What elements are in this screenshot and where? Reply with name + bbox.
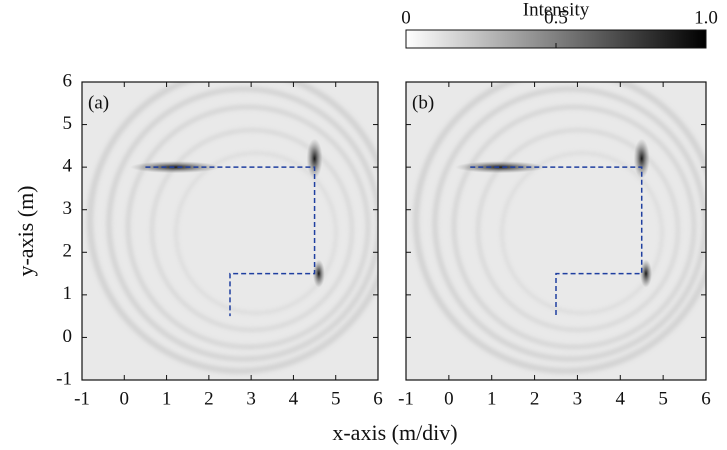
heatmap-texture [306, 138, 323, 179]
x-tick-label: -1 [74, 388, 90, 409]
heatmap-texture [640, 259, 652, 288]
colorbar-tick-label: 0.5 [544, 7, 568, 28]
heatmap-texture [476, 128, 680, 332]
x-tick-label: 4 [289, 388, 299, 409]
panel-label: (a) [88, 92, 109, 113]
y-tick-label: 3 [63, 198, 73, 219]
x-tick-label: 3 [246, 388, 256, 409]
x-tick-label: 4 [616, 388, 626, 409]
y-tick-label: -1 [56, 368, 72, 389]
x-tick-label: 2 [204, 388, 214, 409]
x-tick-label: 3 [573, 388, 583, 409]
colorbar-title: Intensity [523, 0, 590, 20]
x-tick-label: 6 [701, 388, 711, 409]
x-tick-label: 6 [373, 388, 383, 409]
colorbar-tick-label: 0 [401, 7, 411, 28]
colorbar-tick-label: 1.0 [694, 7, 718, 28]
panel-label: (b) [412, 92, 434, 113]
y-tick-label: 0 [63, 326, 73, 347]
heatmap-texture [106, 86, 378, 362]
outline [145, 166, 316, 317]
y-tick-label: 5 [63, 113, 73, 134]
heatmap-texture [633, 138, 650, 179]
y-tick-label: 1 [63, 283, 73, 304]
heatmap-texture [126, 105, 370, 349]
heatmap-texture [130, 161, 221, 174]
plot-frame [81, 81, 379, 381]
x-tick-label: 1 [162, 388, 172, 409]
outline [470, 166, 643, 317]
y-tick-label: 6 [63, 70, 73, 91]
heatmap-texture [312, 259, 325, 288]
y-tick-label: 2 [63, 241, 73, 262]
x-tick-label: 5 [658, 388, 668, 409]
heatmap-texture [452, 105, 696, 349]
x-tick-label: 1 [487, 388, 497, 409]
x-tick-label: 0 [444, 388, 454, 409]
heatmap-texture [413, 82, 706, 374]
heatmap-texture [87, 82, 378, 374]
plot-frame [405, 81, 707, 381]
x-tick-label: 2 [530, 388, 540, 409]
y-axis-label: y-axis (m) [13, 185, 38, 276]
x-tick-label: 5 [331, 388, 341, 409]
x-tick-label: 0 [120, 388, 130, 409]
heatmap-texture [432, 86, 706, 362]
x-tick-label: -1 [398, 388, 414, 409]
heatmap-texture [175, 152, 337, 314]
heatmap-texture [455, 161, 546, 174]
heatmap [82, 82, 378, 380]
heatmap-texture [150, 128, 354, 332]
x-axis-label: x-axis (m/div) [332, 420, 457, 445]
y-tick-label: 4 [63, 156, 73, 177]
heatmap [406, 82, 706, 380]
heatmap-texture [501, 152, 663, 314]
